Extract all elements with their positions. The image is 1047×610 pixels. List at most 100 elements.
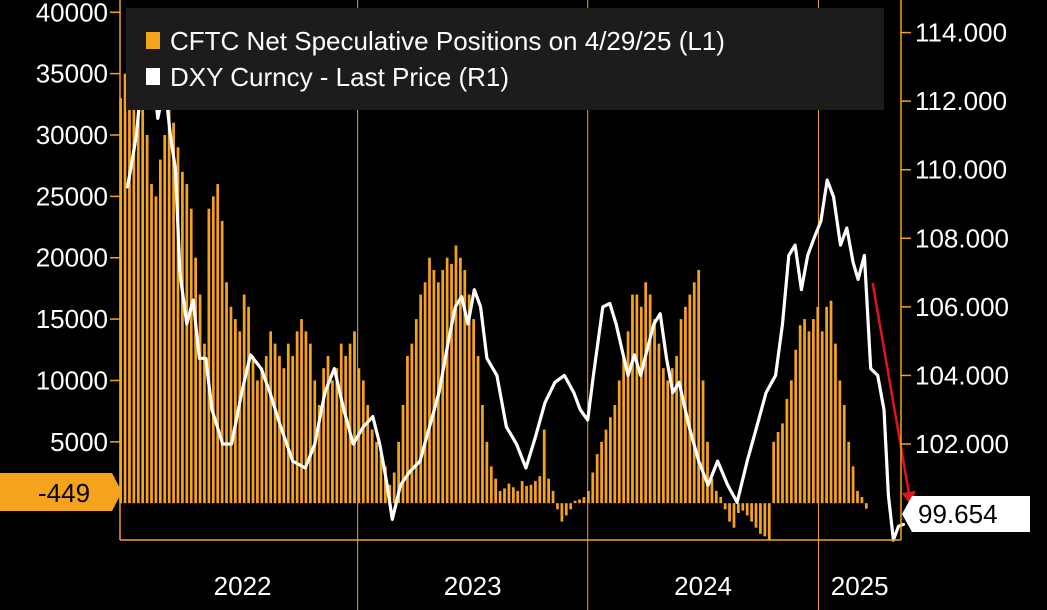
bar-91 (520, 481, 524, 504)
bar-155 (803, 319, 806, 504)
bar-22 (216, 184, 220, 504)
bar-11 (167, 98, 171, 504)
bar-136 (719, 497, 723, 504)
bar-90 (516, 490, 520, 504)
right-tick-label-112: 112.000 (915, 86, 1007, 116)
bar-9 (158, 159, 162, 504)
bar-25 (229, 306, 233, 504)
bar-158 (816, 306, 820, 504)
x-tick-label-2023: 2023 (444, 571, 502, 601)
bar-101 (564, 503, 568, 516)
right-tick-label-106: 106.000 (915, 292, 1009, 322)
bar-141 (741, 503, 745, 511)
bar-21 (211, 196, 215, 504)
line-series-layer (125, 65, 906, 542)
bar-46 (322, 368, 325, 504)
bar-87 (503, 488, 506, 504)
bar-127 (679, 319, 683, 504)
bar-134 (710, 478, 714, 504)
bar-38 (286, 343, 290, 504)
legend: CFTC Net Speculative Positions on 4/29/2… (126, 8, 884, 110)
bar-20 (207, 208, 211, 504)
bar-157 (812, 319, 815, 504)
bar-133 (706, 441, 709, 504)
bar-85 (494, 478, 498, 504)
bar-95 (538, 476, 542, 504)
left-axis: 5000 10000 15000 20000 25000 30000 35000 40000 (36, 0, 121, 540)
bar-166 (851, 466, 855, 504)
bar-10 (163, 135, 167, 504)
bar-33 (264, 355, 268, 504)
bar-162 (834, 343, 837, 504)
bar-58 (375, 441, 378, 504)
bar-84 (489, 466, 493, 504)
bar-140 (737, 503, 740, 513)
bar-62 (392, 472, 396, 504)
bar-94 (534, 481, 537, 504)
left-last-value-flag-shape (0, 473, 122, 511)
bar-114 (622, 355, 626, 504)
bar-63 (397, 441, 400, 504)
right-last-value-flag: 99.654 (902, 496, 1030, 532)
legend-box (126, 8, 884, 110)
right-tick-label-108: 108.000 (915, 223, 1009, 253)
bar-47 (326, 355, 330, 504)
bar-80 (472, 319, 475, 504)
bar-124 (666, 380, 670, 504)
bar-144 (754, 503, 758, 528)
bar-31 (256, 380, 259, 504)
left-tick-label-5000: 5000 (50, 427, 108, 457)
bar-93 (529, 484, 533, 504)
bar-118 (639, 306, 643, 504)
bar-109 (600, 441, 603, 504)
bar-77 (459, 257, 462, 504)
bar-159 (820, 331, 824, 504)
bar-121 (653, 319, 656, 504)
bar-125 (670, 368, 674, 504)
bar-39 (291, 355, 295, 504)
legend-label-cftc: CFTC Net Speculative Positions on 4/29/2… (170, 26, 725, 56)
bar-73 (441, 270, 445, 504)
right-tick-label-102: 102.000 (915, 429, 1009, 459)
bar-146 (763, 503, 767, 537)
bar-100 (560, 503, 564, 522)
bar-115 (626, 331, 630, 504)
bar-27 (238, 331, 242, 504)
bar-111 (609, 417, 612, 504)
left-tick-label-35000: 35000 (36, 59, 108, 89)
bar-64 (401, 405, 405, 504)
bar-165 (847, 441, 851, 504)
bar-57 (370, 429, 374, 504)
bar-30 (251, 355, 255, 504)
bar-154 (798, 325, 802, 504)
x-tick-label-2025: 2025 (831, 571, 889, 601)
bar-49 (335, 368, 339, 504)
bar-75 (450, 263, 453, 504)
dxy-line (125, 65, 906, 542)
bar-71 (432, 270, 436, 504)
bar-169 (864, 503, 868, 509)
bar-150 (781, 423, 784, 504)
bar-151 (785, 398, 789, 504)
bar-96 (542, 429, 546, 504)
bar-1 (123, 73, 127, 504)
bar-35 (273, 343, 277, 504)
left-tick-label-30000: 30000 (36, 120, 108, 150)
bar-42 (304, 331, 308, 504)
bar-139 (732, 503, 736, 528)
left-tick-label-20000: 20000 (36, 243, 108, 273)
bar-147 (767, 503, 771, 540)
bar-32 (260, 368, 264, 504)
bar-88 (507, 483, 511, 504)
bar-132 (701, 380, 705, 504)
bar-4 (136, 73, 140, 504)
bar-70 (428, 257, 431, 504)
bar-113 (617, 380, 621, 504)
bar-53 (353, 331, 356, 504)
bar-82 (481, 405, 484, 504)
bar-16 (189, 208, 193, 504)
bar-123 (661, 368, 665, 504)
bar-107 (591, 472, 595, 504)
bar-18 (198, 294, 202, 504)
bar-55 (361, 380, 365, 504)
